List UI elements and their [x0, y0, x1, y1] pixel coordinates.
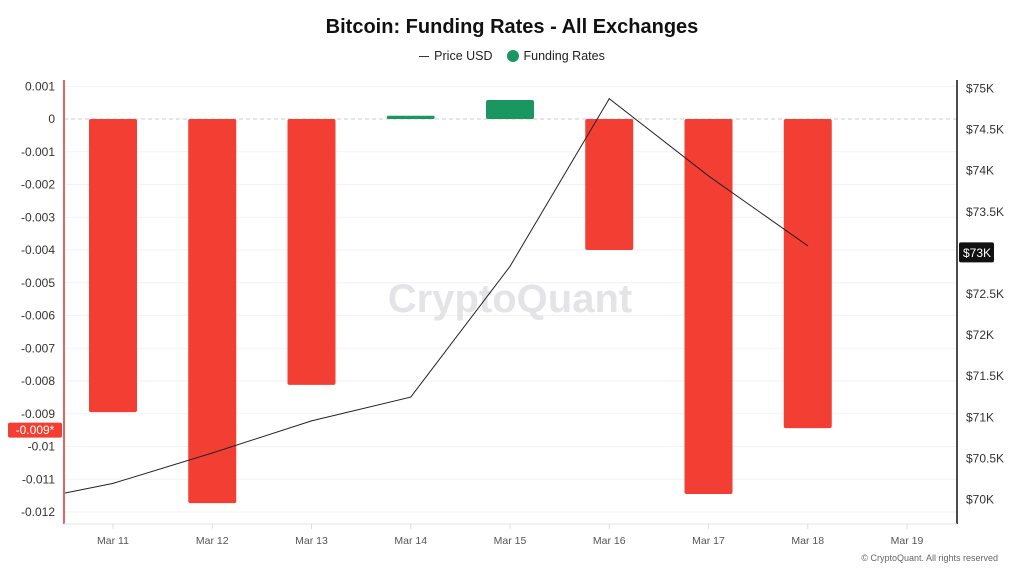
left-tick-label: 0.001 — [25, 79, 55, 93]
x-tick-label: Mar 16 — [593, 535, 626, 547]
right-tick-label: $74.5K — [966, 123, 1004, 137]
left-tick-label: -0.003 — [21, 210, 55, 224]
funding-rate-bar — [783, 119, 832, 429]
legend-label-price: Price USD — [434, 49, 493, 63]
funding-rate-bar — [486, 100, 534, 119]
left-tick-label: -0.011 — [22, 472, 55, 486]
axes: 0.001 0 -0.001 -0.002 -0.003 -0.004 -0.005 -0.0… — [8, 79, 1004, 547]
left-tick-label: -0.001 — [21, 145, 55, 159]
legend-item-price[interactable]: Price USD — [419, 49, 493, 63]
funding-rate-bar — [684, 119, 733, 494]
legend-item-funding[interactable]: Funding Rates — [506, 49, 605, 63]
x-tick-label: Mar 11 — [97, 535, 129, 547]
price-point — [708, 175, 709, 177]
x-tick-label: Mar 19 — [891, 535, 924, 547]
right-tick-label: $72.5K — [966, 287, 1004, 301]
copyright: © CryptoQuant. All rights reserved — [861, 553, 998, 563]
price-point — [211, 452, 213, 454]
x-tick-label: Mar 12 — [196, 535, 229, 547]
funding-rate-bar — [287, 119, 336, 385]
x-tick-label: Mar 14 — [394, 535, 427, 547]
left-tick-label: -0.01 — [28, 440, 56, 454]
right-tick-label: $75K — [966, 82, 994, 96]
price-point — [311, 420, 312, 422]
watermark: CryptoQuant — [388, 277, 632, 321]
x-tick-label: Mar 13 — [295, 535, 328, 547]
left-tick-label: -0.012 — [21, 505, 55, 519]
price-line — [63, 97, 809, 494]
funding-rate-bar — [386, 115, 435, 119]
x-tick-label: Mar 17 — [692, 535, 725, 547]
price-point — [608, 98, 610, 100]
dot-icon — [506, 50, 519, 62]
left-tick-label: -0.009 — [21, 407, 55, 421]
right-tick-label: $73K — [963, 246, 991, 260]
funding-rate-bar — [89, 119, 137, 413]
x-tick-label: Mar 18 — [791, 535, 824, 547]
right-tick-label: $74K — [966, 164, 994, 178]
left-tick-label: -0.006 — [21, 309, 55, 323]
price-point — [509, 265, 511, 267]
chart-title: Bitcoin: Funding Rates - All Exchanges — [325, 16, 699, 38]
right-tick-label: $73.5K — [966, 205, 1004, 219]
right-tick-label: $71K — [966, 410, 994, 424]
price-point — [112, 482, 114, 484]
current-value-label: -0.009* — [16, 423, 55, 437]
line-icon — [419, 55, 430, 57]
left-tick-label: -0.007 — [21, 341, 55, 355]
bars — [89, 100, 832, 504]
left-tick-label: -0.004 — [21, 243, 55, 257]
funding-rate-bar — [585, 119, 634, 250]
price-point — [410, 396, 412, 398]
price-point — [807, 245, 809, 247]
left-tick-label: -0.008 — [21, 374, 55, 388]
funding-rate-bar — [188, 119, 237, 504]
left-tick-label: 0 — [48, 112, 55, 126]
legend-label-funding: Funding Rates — [523, 49, 605, 63]
price-highlight-badge — [959, 242, 994, 263]
x-tick-label: Mar 15 — [494, 535, 527, 547]
right-tick-label: $70K — [966, 493, 994, 507]
left-tick-label: -0.005 — [21, 276, 55, 290]
current-value-badge — [8, 422, 62, 438]
left-tick-label: -0.002 — [21, 178, 55, 192]
right-tick-label: $70.5K — [966, 451, 1004, 465]
legend: Price USD Funding Rates — [0, 49, 1024, 63]
right-tick-label: $71.5K — [966, 369, 1004, 383]
right-tick-label: $72K — [966, 328, 994, 342]
